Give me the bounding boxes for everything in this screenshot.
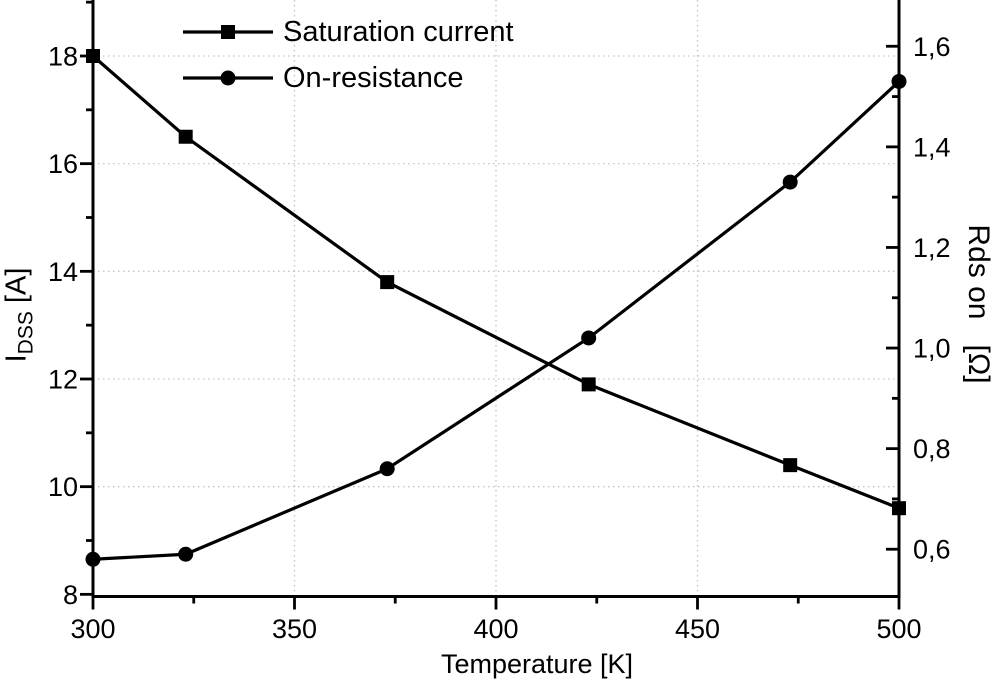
legend-item-saturation-current: Saturation current — [183, 9, 514, 55]
square-marker — [380, 275, 395, 290]
right-tick-label: 1,0 — [913, 334, 951, 364]
legend: Saturation current On-resistance — [183, 9, 514, 101]
left-axis-title-unit: [A] — [0, 267, 33, 312]
tick-labels: 300 350 400 450 500 8 10 12 14 16 18 0,6 0,8 1,0 1,2 1,… — [48, 32, 951, 644]
ticks — [80, 0, 901, 610]
x-tick-label: 350 — [272, 614, 317, 644]
x-tick-label: 450 — [675, 614, 720, 644]
left-tick-label: 16 — [48, 149, 78, 179]
left-tick-label: 10 — [48, 472, 78, 502]
x-tick-label: 500 — [876, 614, 921, 644]
x-tick-label: 300 — [70, 614, 115, 644]
left-tick-label: 14 — [48, 257, 78, 287]
right-tick-label: 0,6 — [913, 535, 951, 565]
left-axis-title-symbol: I — [0, 354, 33, 363]
legend-item-on-resistance: On-resistance — [183, 55, 514, 101]
left-tick-label: 12 — [48, 365, 78, 395]
left-axis-title: IDSS [A] — [0, 267, 38, 363]
right-tick-label: 0,8 — [913, 434, 951, 464]
left-tick-label: 8 — [63, 580, 78, 610]
legend-label: On-resistance — [283, 61, 464, 94]
legend-key-circle-marker — [183, 70, 273, 86]
right-tick-label: 1,4 — [913, 132, 951, 162]
square-marker — [783, 458, 798, 473]
legend-label: Saturation current — [283, 15, 514, 48]
right-tick-label: 1,6 — [913, 32, 951, 62]
square-marker-icon — [221, 25, 235, 39]
circle-marker — [782, 174, 798, 190]
series-on-resistance — [85, 73, 907, 567]
square-marker — [178, 129, 193, 144]
circle-marker-icon — [220, 70, 236, 86]
x-axis-title: Temperature [K] — [440, 649, 634, 679]
x-tick-label: 400 — [473, 614, 518, 644]
circle-marker — [379, 461, 395, 477]
right-axis-title: Rds on [Ω] — [962, 224, 995, 384]
series-line — [92, 80, 901, 561]
circle-marker — [178, 546, 194, 562]
circle-marker — [581, 330, 597, 346]
series-saturation-current — [86, 48, 906, 516]
left-axis-title-subscript: DSS — [14, 311, 38, 355]
left-tick-label: 18 — [48, 41, 78, 71]
legend-key-square-marker — [183, 25, 273, 39]
square-marker — [581, 377, 596, 392]
series-line — [91, 54, 900, 510]
right-tick-label: 1,2 — [913, 233, 951, 263]
